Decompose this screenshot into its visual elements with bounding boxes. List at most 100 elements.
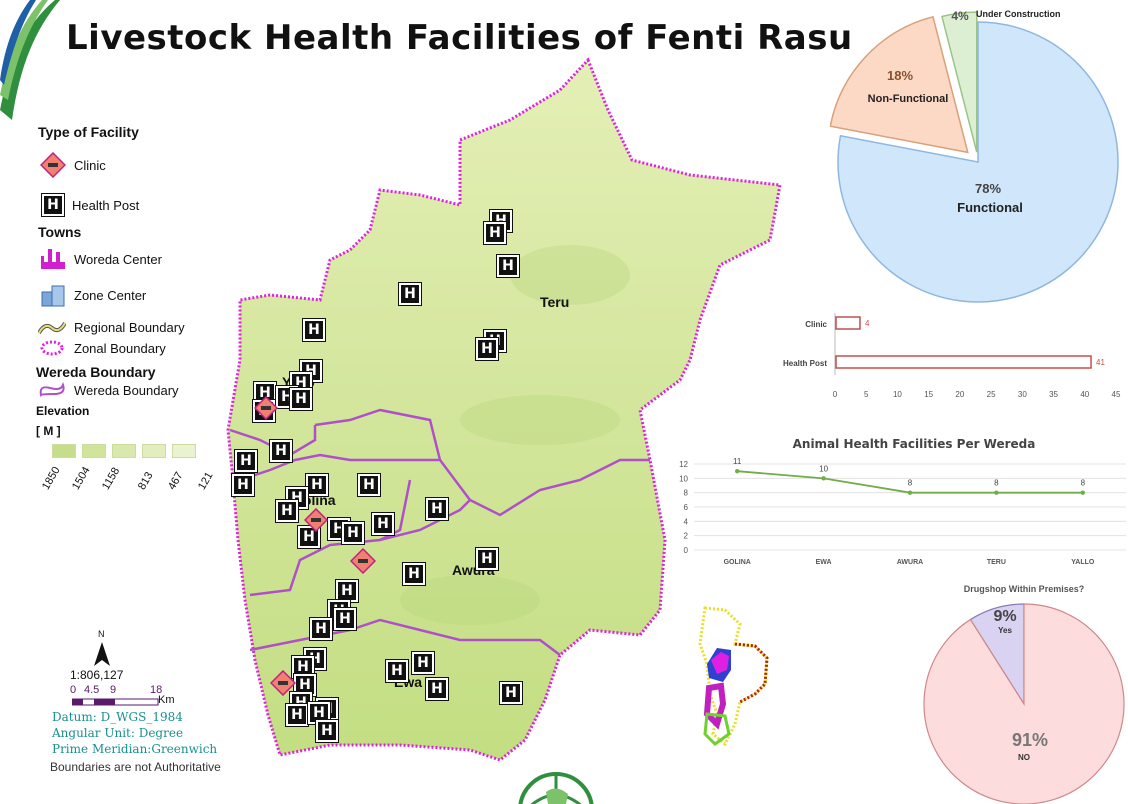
line-point xyxy=(994,490,999,495)
bar-tick-label: 35 xyxy=(1049,390,1058,399)
pie-slice xyxy=(941,11,978,153)
corner-swoosh-logo xyxy=(0,0,60,120)
health-post-marker: H xyxy=(500,682,522,704)
line-point xyxy=(821,476,826,481)
legend-health-post-label: Health Post xyxy=(72,197,140,213)
functionality-pie-chart: 78% Functional 18% Non-Functional 4% Under Co… xyxy=(830,9,1119,303)
bar-tick-label: 20 xyxy=(955,390,964,399)
health-post-marker: H xyxy=(316,720,338,742)
line-point xyxy=(907,490,913,495)
legend-woreda-center-label: Woreda Center xyxy=(74,251,162,267)
bar-data-label: 4 xyxy=(865,319,870,328)
bar xyxy=(835,355,1092,369)
line-category-label: YALLO xyxy=(1071,559,1095,566)
health-post-marker: H xyxy=(342,522,364,544)
drugshop-pie-chart: Drugshop Within Premises? 9%Yes 91% NO xyxy=(923,584,1125,804)
health-post-marker: H xyxy=(336,580,358,602)
health-post-marker: H xyxy=(426,678,448,700)
line-chart-title: Animal Health Facilities Per Wereda xyxy=(793,437,1036,451)
line-tick-label: 2 xyxy=(684,532,689,541)
pie-value-label: 4% xyxy=(951,9,969,23)
facility-type-bar-chart: Clinic 4 Health Post 41 0 5 10 15 20 25 30 35 40 45 xyxy=(783,313,1121,399)
legend-elevation-unit: [ M ] xyxy=(36,424,61,438)
legend-wereda-heading: Wereda Boundary xyxy=(36,364,156,380)
health-post-marker: H xyxy=(497,255,519,277)
bar-tick-label: 0 xyxy=(833,390,838,399)
line-tick-label: 4 xyxy=(684,517,689,526)
health-post-marker: H xyxy=(372,513,394,535)
pie-slice-label: Under Construction xyxy=(976,9,1061,19)
health-post-marker: H xyxy=(306,474,328,496)
datum-line: Prime Meridian:Greenwich xyxy=(52,742,218,756)
health-post-marker: H xyxy=(235,450,257,472)
disclaimer-note: Boundaries are not Authoritative xyxy=(50,760,221,774)
zone-center-icon xyxy=(41,285,65,307)
pie-slice-label: NO xyxy=(1018,753,1030,762)
line-data-label: 8 xyxy=(908,479,913,488)
datum-line: Datum: D_WGS_1984 xyxy=(52,710,183,724)
line-point xyxy=(735,468,740,474)
pie-value-label: 18% xyxy=(887,68,913,83)
zonal-boundary-icon xyxy=(40,340,64,356)
bar-tick-label: 10 xyxy=(893,390,902,399)
scale-bar xyxy=(72,698,159,706)
page-title: Livestock Health Facilities of Fenti Ras… xyxy=(66,18,853,58)
pie-slice xyxy=(837,21,1119,303)
health-post-marker: H xyxy=(412,652,434,674)
pie-value-label: 78% xyxy=(975,181,1001,196)
health-post-marker: H xyxy=(232,474,254,496)
pie-slice-label: Yes xyxy=(998,626,1012,635)
line-tick-label: 0 xyxy=(684,546,689,555)
health-post-marker: H xyxy=(292,656,314,678)
health-post-marker: H xyxy=(334,608,356,630)
zone-outline xyxy=(226,57,782,762)
bar-data-label: 41 xyxy=(1096,358,1105,367)
scale-tick: 9 xyxy=(110,684,117,696)
bar-tick-label: 45 xyxy=(1112,390,1121,399)
clinic-marker xyxy=(270,670,296,696)
health-post-marker: H xyxy=(254,382,276,404)
legend-regional-boundary-label: Regional Boundary xyxy=(74,320,185,335)
health-post-marker: H xyxy=(476,338,498,360)
clinic-marker xyxy=(304,508,328,532)
line-point xyxy=(1080,490,1085,495)
locator-inset-map xyxy=(698,606,769,747)
legend-towns-heading: Towns xyxy=(38,224,82,240)
bar-tick-label: 40 xyxy=(1080,390,1089,399)
pie-slice-label: Functional xyxy=(957,200,1023,215)
pie-title: Drugshop Within Premises? xyxy=(964,584,1084,594)
regional-boundary-icon xyxy=(38,321,66,334)
scale-unit: Km xyxy=(158,694,175,706)
line-tick-label: 12 xyxy=(679,460,688,469)
line-category-label: EWA xyxy=(816,559,832,566)
health-post-marker: H xyxy=(386,660,408,682)
globe-logo xyxy=(518,772,594,804)
line-data-label: 10 xyxy=(819,464,828,473)
pie-slice-label: Non-Functional xyxy=(868,93,949,105)
bar-tick-label: 5 xyxy=(864,390,869,399)
hill-shading xyxy=(400,245,630,625)
health-post-marker: H xyxy=(276,500,298,522)
woreda-center-icon xyxy=(41,249,65,269)
health-post-marker: H xyxy=(399,283,421,305)
health-post-marker: H xyxy=(426,498,448,520)
health-post-marker: H xyxy=(310,618,332,640)
pie-value-label: 91% xyxy=(1012,730,1048,750)
line-category-label: GOLINA xyxy=(724,559,751,566)
clinic-marker xyxy=(254,396,278,420)
health-post-marker: H xyxy=(303,319,325,341)
map-label-teru: Teru xyxy=(540,294,570,310)
pie-slice xyxy=(830,15,969,154)
scale-tick: 18 xyxy=(150,684,163,696)
line-category-label: AWURA xyxy=(897,559,923,566)
scale-ratio: 1:806,127 xyxy=(70,668,124,682)
legend-elevation-heading: Elevation xyxy=(36,404,90,418)
pie-slice xyxy=(923,603,1125,804)
scale-tick: 0 xyxy=(70,684,77,696)
pie-value-label: 9% xyxy=(993,608,1016,625)
clinic-icon xyxy=(40,152,66,178)
bar-category-label: Clinic xyxy=(805,320,827,329)
health-post-marker: H xyxy=(270,440,292,462)
legend-zonal-boundary-label: Zonal Boundary xyxy=(74,340,166,356)
